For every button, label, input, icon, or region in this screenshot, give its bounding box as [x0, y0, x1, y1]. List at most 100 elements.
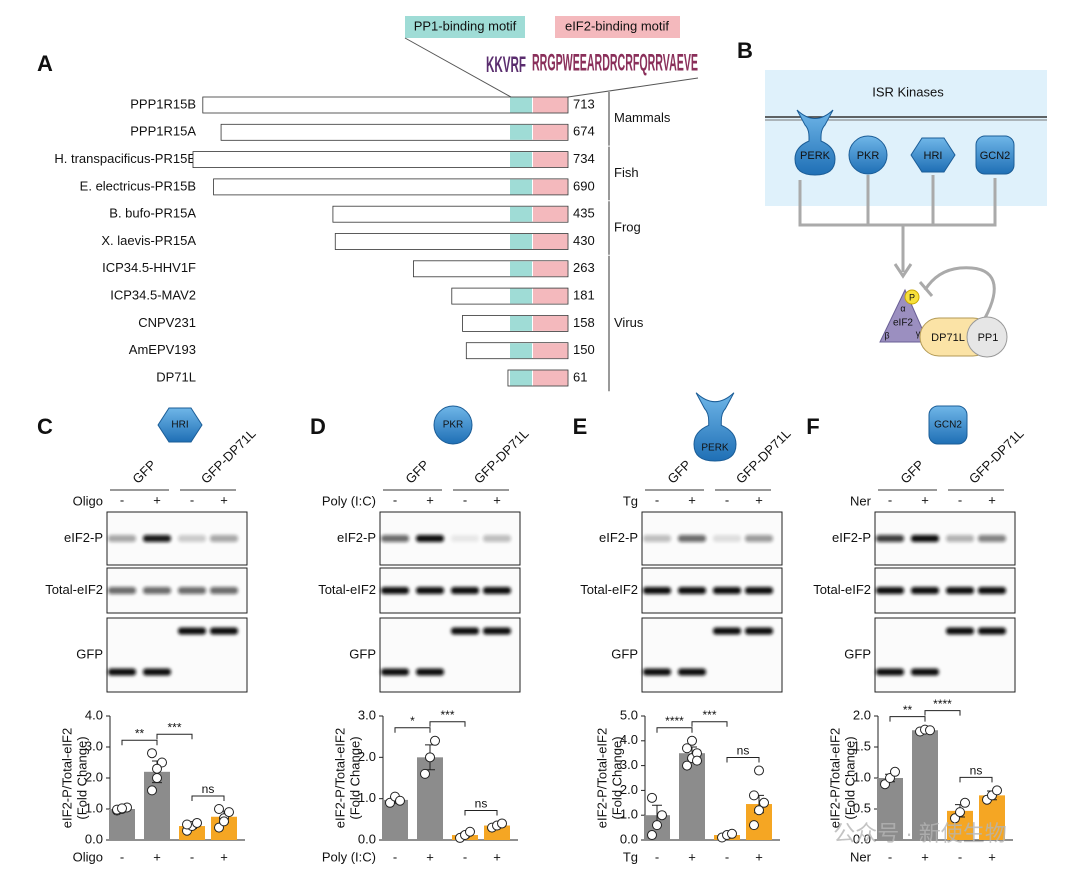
- y-axis-label: eIF2-P/Total-eIF2: [332, 728, 347, 828]
- sequence-logo: RRGPWEEARDRCRFQRRVAEVE: [532, 49, 698, 76]
- blot-band: [946, 587, 974, 594]
- significance-label: ***: [167, 720, 181, 734]
- x-axis-label: Oligo: [73, 849, 103, 864]
- treatment-sign: +: [755, 492, 763, 507]
- blot-band: [911, 535, 939, 542]
- treatment-sign: +: [220, 492, 228, 507]
- blot-band: [381, 587, 409, 594]
- y-tick-label: 1.0: [358, 790, 376, 805]
- bar: [912, 730, 938, 840]
- kinase-icon: [975, 135, 1015, 175]
- y-axis-label: eIF2-P/Total-eIF2: [827, 728, 842, 828]
- data-point: [890, 766, 900, 777]
- column-header: GFP-DP71L: [471, 426, 532, 487]
- data-point: [214, 804, 224, 814]
- treatment-label: Poly (I:C): [322, 493, 376, 508]
- significance-label: ****: [933, 697, 952, 711]
- data-point: [152, 763, 162, 774]
- significance-label: ns: [475, 797, 488, 811]
- y-axis-label: (Fold Change): [347, 736, 362, 819]
- kinase-label: PKR: [443, 420, 464, 431]
- blot-label: Total-eIF2: [45, 582, 103, 597]
- y-tick-label: 3.0: [358, 707, 376, 722]
- kinase-icon: [693, 392, 737, 462]
- blot-band: [210, 535, 238, 542]
- significance-label: ****: [665, 714, 684, 728]
- data-point: [657, 810, 667, 821]
- treatment-label: Oligo: [73, 493, 103, 508]
- column-header: GFP: [664, 457, 694, 487]
- motif-label: PP1-binding motif: [414, 18, 517, 33]
- blot-band: [946, 535, 974, 542]
- y-axis-label: eIF2-P/Total-eIF2: [59, 728, 74, 828]
- data-point: [465, 826, 475, 837]
- connector: [567, 77, 699, 98]
- x-tick-label: -: [888, 849, 892, 864]
- blot-band: [678, 668, 706, 676]
- blot-band: [143, 668, 171, 676]
- pp1-motif: [510, 97, 532, 113]
- x-tick-label: -: [393, 849, 397, 864]
- data-point: [647, 792, 657, 803]
- protein-length: 674: [573, 124, 595, 139]
- protein-name: CNPV231: [138, 315, 196, 330]
- blot-band: [483, 627, 511, 635]
- treatment-sign: +: [153, 492, 161, 507]
- pp1-shape: [966, 316, 1008, 358]
- data-point: [420, 768, 430, 779]
- protein-name: PPP1R15B: [130, 96, 196, 111]
- eif2-motif: [533, 370, 568, 386]
- eif2-motif: [533, 343, 568, 359]
- blot-label: Total-eIF2: [813, 582, 871, 597]
- isr-title: ISR Kinases: [872, 84, 944, 99]
- blot-label: eIF2-P: [832, 530, 871, 545]
- pp1-motif: [510, 370, 532, 386]
- blot-label: Total-eIF2: [580, 582, 638, 597]
- column-header: GFP: [402, 457, 432, 487]
- pp1-motif: [510, 234, 532, 249]
- x-tick-label: -: [725, 849, 729, 864]
- pp1-motif: [510, 206, 532, 222]
- watermark: 公众号 · 新使生物: [833, 821, 1007, 846]
- protein-name: B. bufo-PR15A: [109, 206, 196, 221]
- protein-length: 263: [573, 260, 595, 275]
- eif2-motif: [533, 152, 568, 168]
- significance-bracket: [191, 795, 225, 801]
- kinase-label: GCN2: [980, 150, 1011, 162]
- blot-band: [178, 627, 206, 635]
- significance-label: ns: [737, 744, 750, 758]
- treatment-label: Tg: [623, 493, 638, 508]
- blot-band: [978, 535, 1006, 542]
- protein-name: DP71L: [156, 369, 196, 384]
- data-point: [925, 725, 935, 736]
- x-tick-label: +: [426, 849, 434, 864]
- y-tick-label: 2.0: [620, 782, 638, 797]
- treatment-sign: -: [958, 492, 962, 507]
- kinase-label: GCN2: [934, 420, 962, 431]
- protein-length: 181: [573, 288, 595, 303]
- significance-label: ***: [702, 708, 716, 722]
- blot-band: [416, 587, 444, 594]
- blot-label: GFP: [76, 646, 103, 661]
- data-point: [152, 773, 162, 783]
- data-point: [749, 790, 759, 801]
- y-tick-label: 5.0: [620, 707, 638, 722]
- blot-band: [416, 668, 444, 676]
- protein-bar: [192, 151, 569, 169]
- blot-label: Total-eIF2: [318, 582, 376, 597]
- blot-label: eIF2-P: [599, 530, 638, 545]
- group-label: Mammals: [614, 110, 671, 125]
- protein-bar: [220, 123, 569, 141]
- blot-band: [643, 668, 671, 676]
- y-tick-label: 2.0: [85, 769, 103, 784]
- treatment-sign: +: [921, 492, 929, 507]
- significance-label: ns: [970, 764, 983, 778]
- column-header: GFP: [129, 457, 159, 487]
- bar: [109, 809, 135, 840]
- pp1-motif: [510, 315, 532, 331]
- x-tick-label: -: [120, 849, 124, 864]
- protein-bar: [202, 96, 569, 114]
- protein-bar: [334, 233, 569, 250]
- significance-bracket: [656, 727, 693, 733]
- data-point: [147, 785, 157, 796]
